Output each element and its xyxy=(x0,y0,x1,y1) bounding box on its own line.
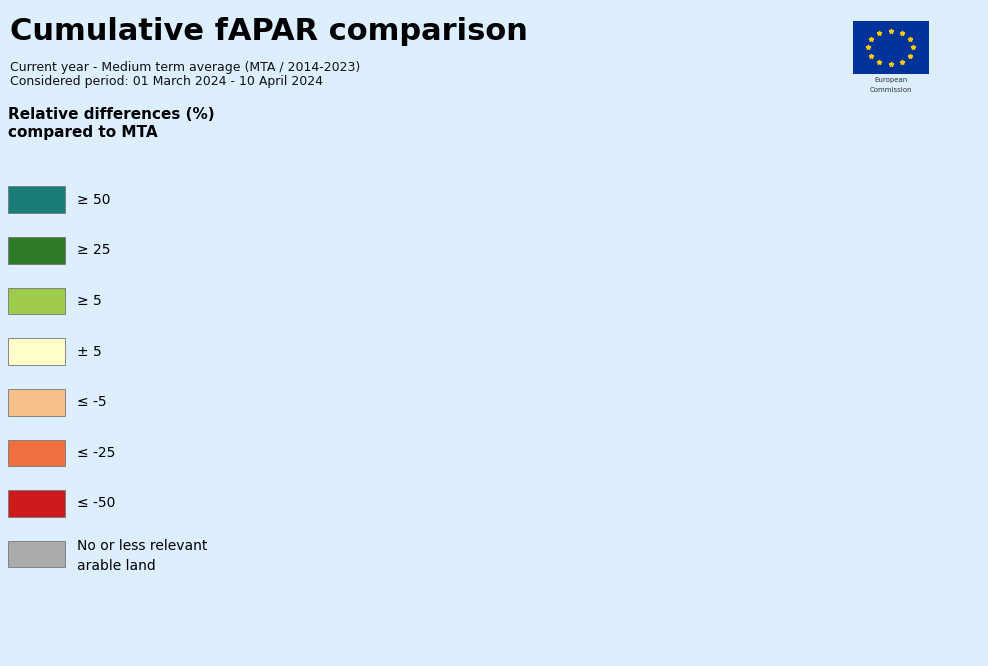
Text: ≤ -25: ≤ -25 xyxy=(77,446,116,460)
Text: Relative differences (%)
compared to MTA: Relative differences (%) compared to MTA xyxy=(8,107,214,140)
FancyBboxPatch shape xyxy=(8,237,65,264)
Text: Current year - Medium term average (MTA / 2014-2023): Current year - Medium term average (MTA … xyxy=(10,61,361,75)
Text: Considered period: 01 March 2024 - 10 April 2024: Considered period: 01 March 2024 - 10 Ap… xyxy=(10,75,323,88)
FancyBboxPatch shape xyxy=(8,490,65,517)
FancyBboxPatch shape xyxy=(8,186,65,213)
FancyBboxPatch shape xyxy=(8,541,65,567)
Text: ≤ -50: ≤ -50 xyxy=(77,496,116,511)
Text: ± 5: ± 5 xyxy=(77,344,102,359)
Text: Cumulative fAPAR comparison: Cumulative fAPAR comparison xyxy=(10,17,528,46)
FancyBboxPatch shape xyxy=(8,288,65,314)
Text: ≥ 5: ≥ 5 xyxy=(77,294,102,308)
Text: ≥ 50: ≥ 50 xyxy=(77,192,111,207)
Text: arable land: arable land xyxy=(77,559,156,573)
Text: Commission: Commission xyxy=(869,87,912,93)
FancyBboxPatch shape xyxy=(8,389,65,416)
Bar xyxy=(853,21,929,75)
Text: ≥ 25: ≥ 25 xyxy=(77,243,111,258)
Text: No or less relevant: No or less relevant xyxy=(77,539,207,553)
FancyBboxPatch shape xyxy=(8,440,65,466)
FancyBboxPatch shape xyxy=(8,338,65,365)
Text: ≤ -5: ≤ -5 xyxy=(77,395,107,410)
Text: European: European xyxy=(874,77,907,83)
